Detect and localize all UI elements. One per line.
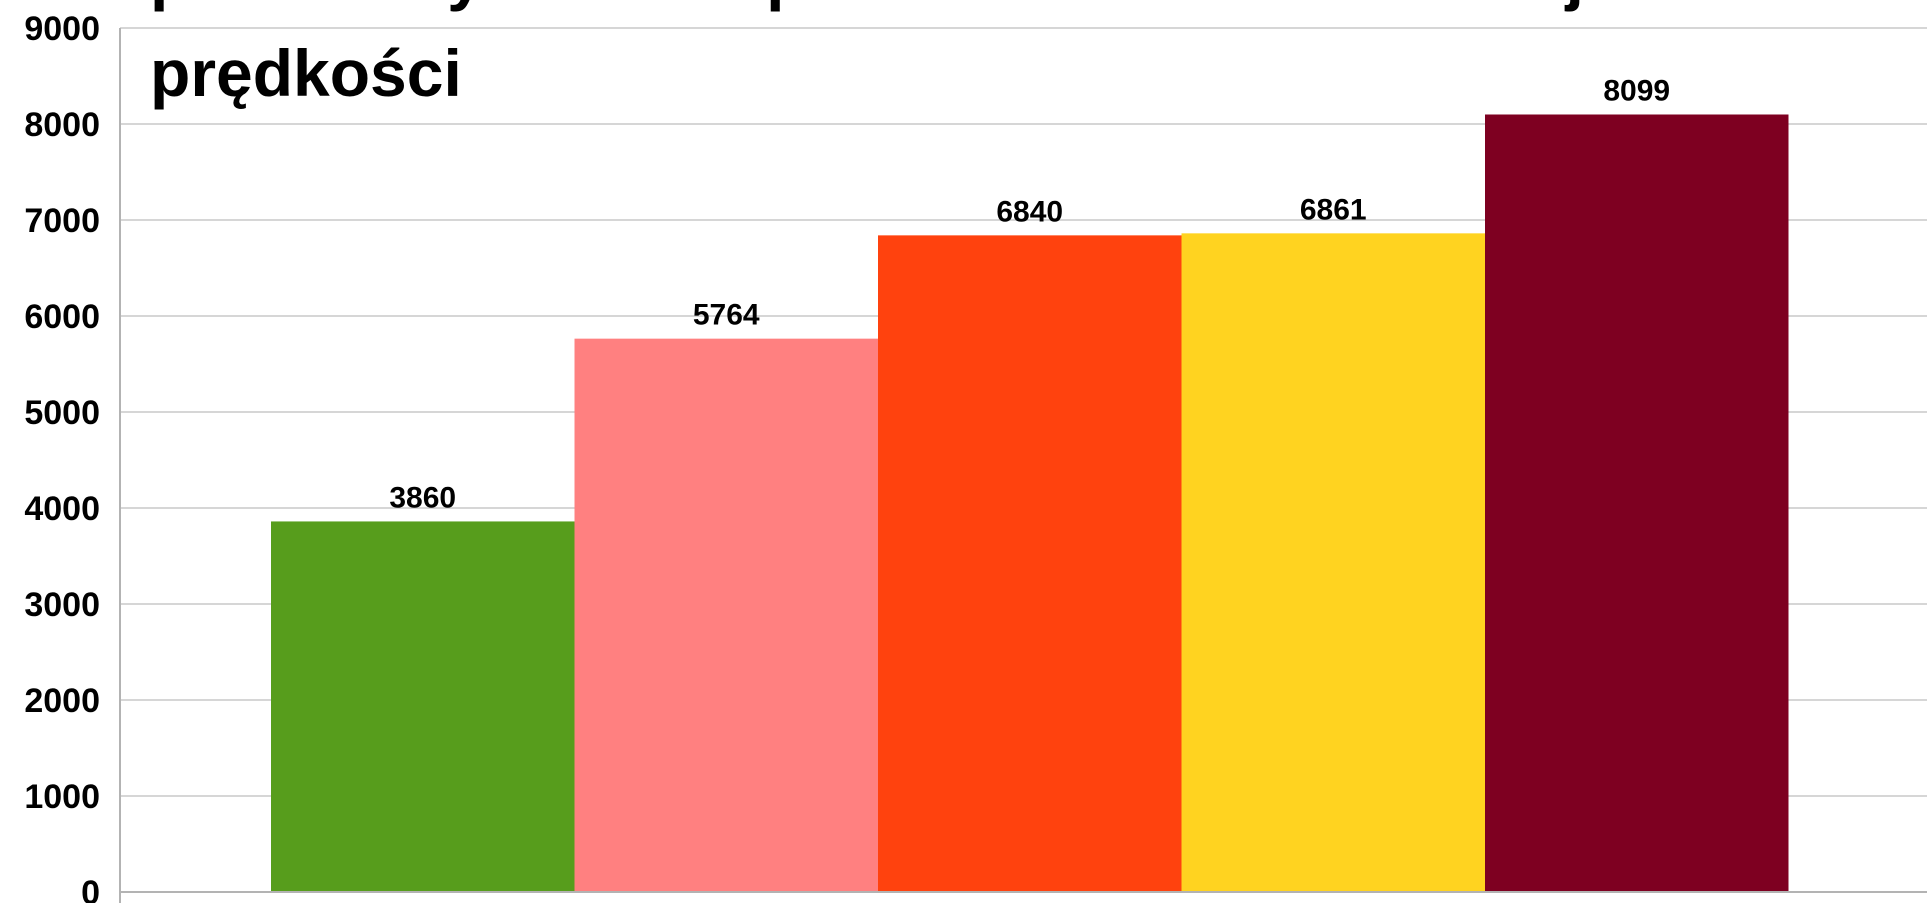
data-label: 5764: [693, 299, 760, 332]
y-tick-label: 3000: [24, 586, 100, 624]
y-tick-labels: 0 1000 2000 3000 4000 5000 6000 7000 8000 9000: [24, 10, 100, 903]
bar: [574, 338, 878, 892]
y-tick-label: 9000: [24, 10, 100, 48]
axes: [119, 28, 1927, 903]
bar: [1485, 114, 1789, 893]
data-label: 8099: [1603, 74, 1670, 107]
chart-title: przez I-szy WRD za przekroczenie dozwolo…: [150, 0, 1584, 110]
y-tick-label: 2000: [24, 682, 100, 720]
bar: [1181, 233, 1485, 892]
data-label: 3860: [389, 481, 456, 514]
y-tick-label: 6000: [24, 298, 100, 336]
y-tick-label: 4000: [24, 490, 100, 528]
bar: [271, 521, 575, 892]
y-tick-label: 7000: [24, 202, 100, 240]
bar: [878, 235, 1182, 893]
chart-title-line-2: prędkości: [150, 36, 462, 110]
bars: [271, 114, 1789, 893]
data-labels: 3860 5764 6840 6861 8099: [389, 74, 1670, 514]
data-label: 6861: [1300, 193, 1367, 226]
y-tick-label: 1000: [24, 778, 100, 816]
y-tick-label: 5000: [24, 394, 100, 432]
y-tick-label: 0: [81, 874, 100, 903]
y-tick-label: 8000: [24, 106, 100, 144]
chart-title-line-1: przez I-szy WRD za przekroczenie dozwolo…: [150, 0, 1584, 12]
data-label: 6840: [996, 195, 1063, 228]
